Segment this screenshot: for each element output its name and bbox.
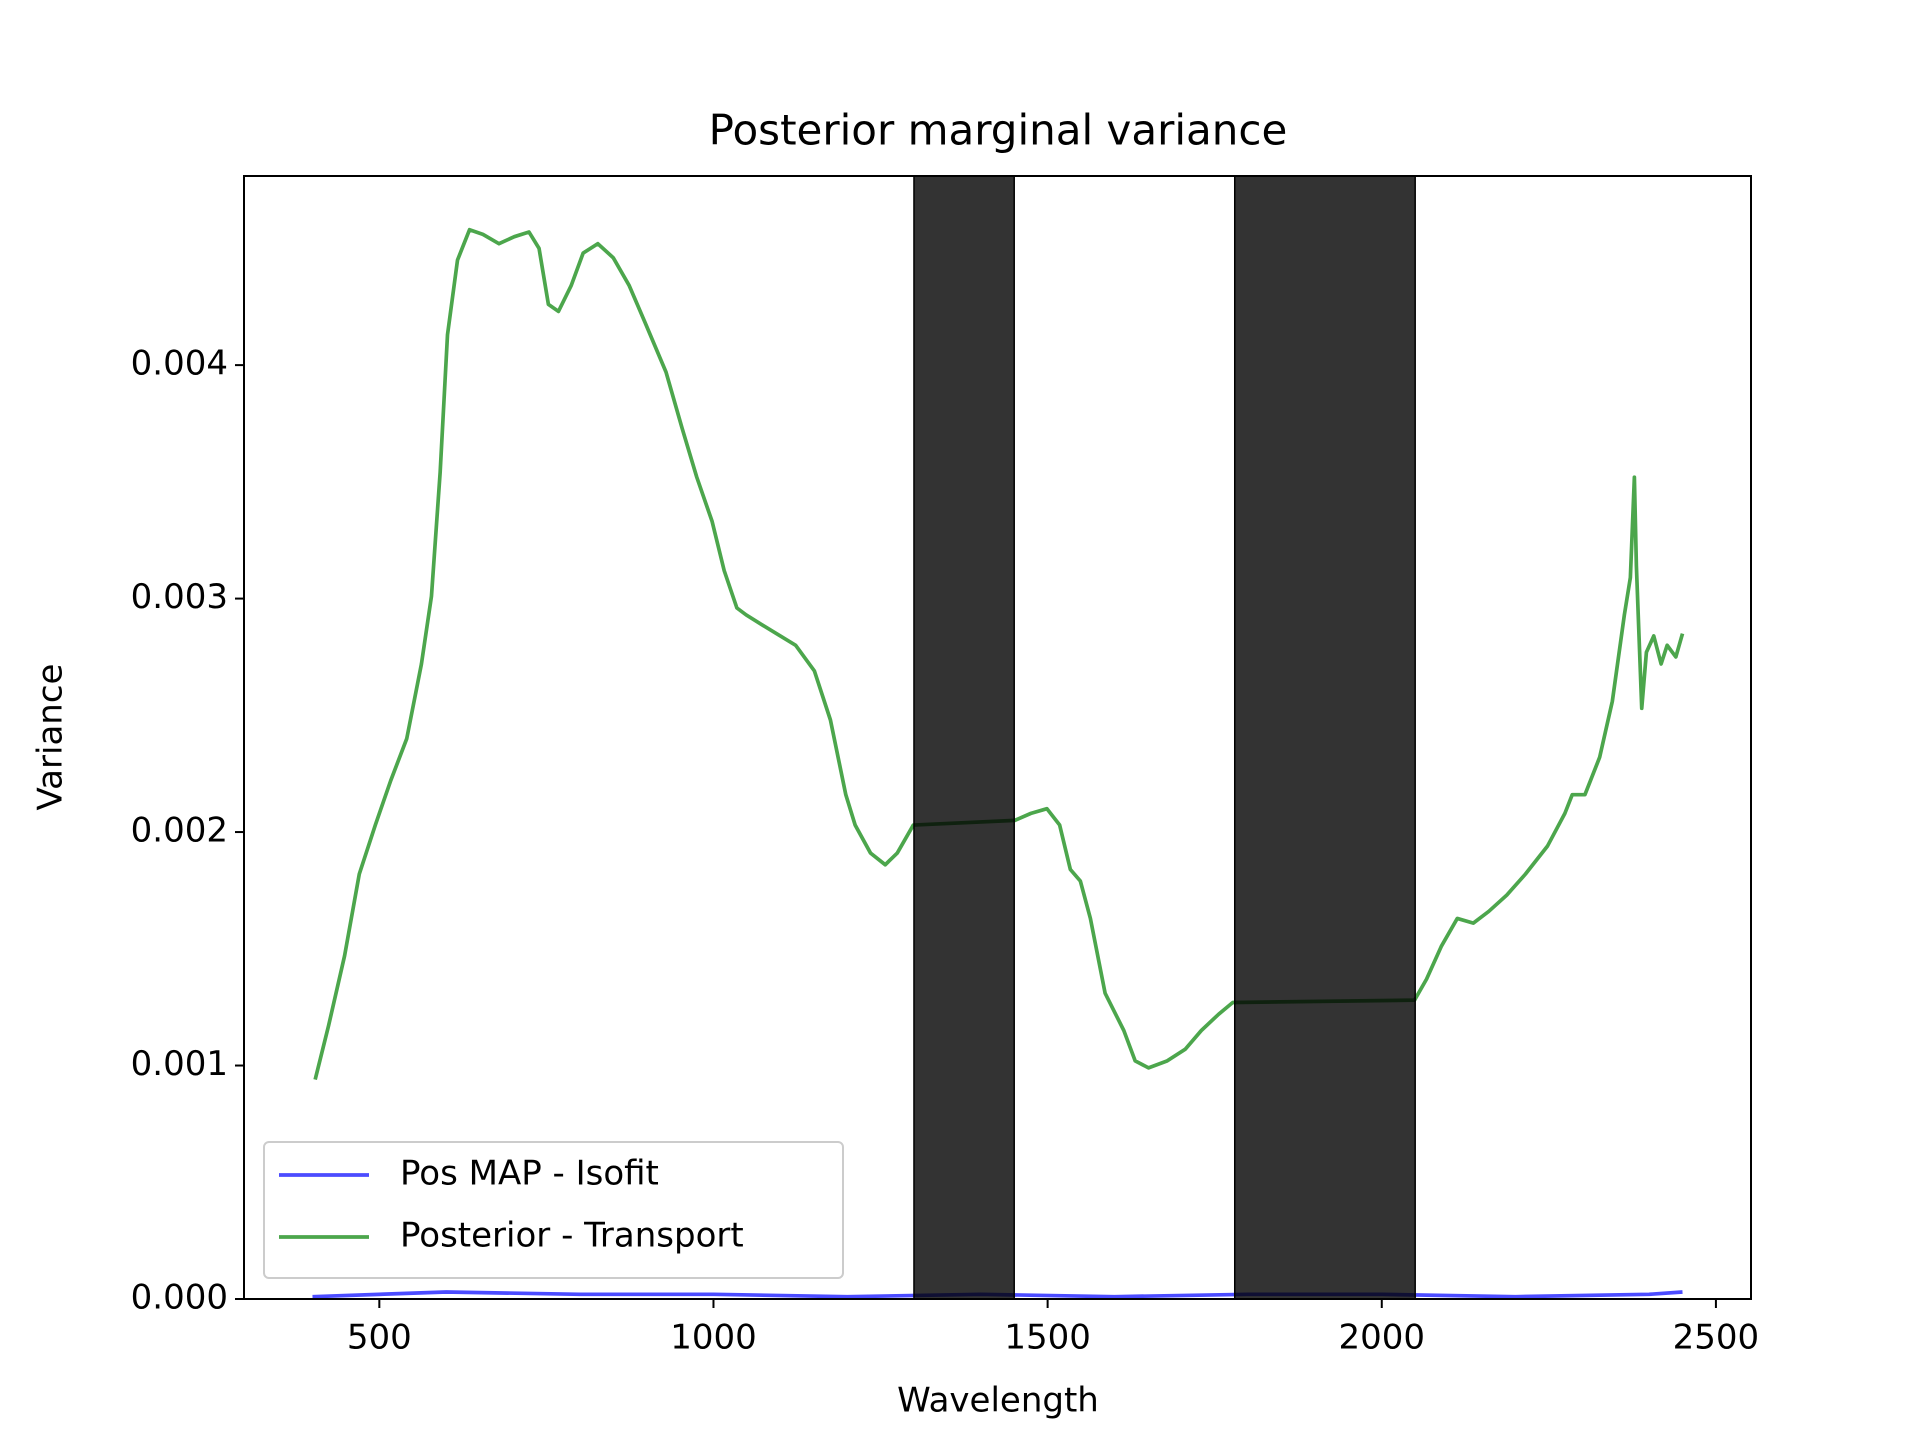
chart-title: Posterior marginal variance [709, 106, 1288, 155]
legend-label: Pos MAP - Isofit [400, 1154, 659, 1194]
shaded-region [1233, 175, 1416, 1300]
x-tick-label: 1000 [670, 1318, 757, 1358]
series-line [312, 1290, 1683, 1299]
legend-box [263, 1141, 844, 1279]
legend-label: Posterior - Transport [400, 1216, 744, 1256]
plot-frame [243, 175, 1752, 1300]
x-tick-label: 2000 [1339, 1318, 1426, 1358]
x-tick-label: 500 [347, 1318, 412, 1358]
y-tick-label: 0.003 [131, 577, 228, 617]
y-tick-label: 0.001 [131, 1044, 228, 1084]
y-axis-label: Variance [31, 664, 71, 811]
series-line [313, 227, 1685, 1080]
y-tick-label: 0.002 [131, 811, 228, 851]
y-tick-label: 0.000 [131, 1278, 228, 1318]
shaded-region [913, 175, 1015, 1300]
x-tick-label: 1500 [1004, 1318, 1091, 1358]
y-tick-label: 0.004 [131, 344, 228, 384]
x-axis-label: Wavelength [897, 1381, 1099, 1421]
x-tick-label: 2500 [1673, 1318, 1760, 1358]
